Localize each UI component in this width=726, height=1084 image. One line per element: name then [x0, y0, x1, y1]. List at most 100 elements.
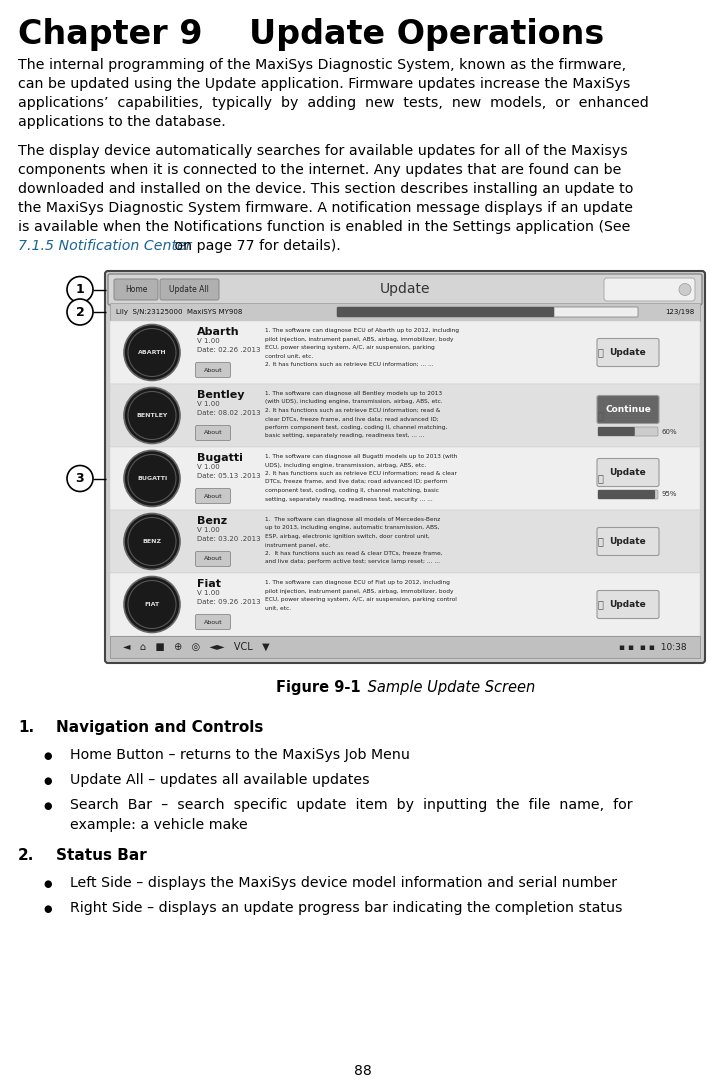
Text: 2.  It has functions such as read & clear DTCs, freeze frame,: 2. It has functions such as read & clear…: [265, 551, 443, 556]
FancyBboxPatch shape: [597, 459, 659, 487]
FancyBboxPatch shape: [110, 384, 700, 447]
FancyBboxPatch shape: [597, 528, 659, 555]
Text: About: About: [204, 619, 222, 624]
Text: ●: ●: [44, 801, 52, 811]
Text: Bugatti: Bugatti: [197, 453, 243, 463]
Circle shape: [124, 324, 180, 380]
FancyBboxPatch shape: [604, 278, 695, 301]
Text: ⓘ: ⓘ: [597, 599, 603, 609]
Text: applications to the database.: applications to the database.: [18, 115, 226, 129]
Text: 7.1.5 Notification Center: 7.1.5 Notification Center: [18, 238, 192, 253]
FancyBboxPatch shape: [597, 591, 659, 619]
Text: 1: 1: [76, 283, 84, 296]
Text: About: About: [204, 493, 222, 499]
Text: The internal programming of the MaxiSys Diagnostic System, known as the firmware: The internal programming of the MaxiSys …: [18, 59, 626, 72]
Text: ●: ●: [44, 751, 52, 761]
Text: Update: Update: [610, 537, 646, 546]
FancyBboxPatch shape: [105, 271, 705, 663]
Text: Search  Bar  –  search  specific  update  item  by  inputting  the  file  name, : Search Bar – search specific update item…: [70, 798, 632, 812]
Text: component test, coding, coding II, channel matching, basic: component test, coding, coding II, chann…: [265, 488, 439, 493]
Text: and live data; perform active test; service lamp reset; ... ...: and live data; perform active test; serv…: [265, 559, 440, 565]
Text: can be updated using the Update application. Firmware updates increase the MaxiS: can be updated using the Update applicat…: [18, 77, 630, 91]
FancyBboxPatch shape: [337, 307, 554, 317]
Text: Sample Update Screen: Sample Update Screen: [363, 680, 535, 695]
Text: 3: 3: [76, 472, 84, 485]
Text: downloaded and installed on the device. This section describes installing an upd: downloaded and installed on the device. …: [18, 182, 633, 196]
Text: pilot injection, instrument panel, ABS, airbag, immobilizer, body: pilot injection, instrument panel, ABS, …: [265, 589, 454, 594]
Text: Home Button – returns to the MaxiSys Job Menu: Home Button – returns to the MaxiSys Job…: [70, 748, 410, 762]
Circle shape: [67, 299, 93, 325]
FancyBboxPatch shape: [160, 279, 219, 300]
Text: Update All – updates all available updates: Update All – updates all available updat…: [70, 773, 370, 787]
Text: V 1.00: V 1.00: [197, 527, 220, 533]
Text: up to 2013, including engine, automatic transmission, ABS,: up to 2013, including engine, automatic …: [265, 526, 439, 530]
Text: V 1.00: V 1.00: [197, 338, 220, 344]
Text: the MaxiSys Diagnostic System firmware. A notification message displays if an up: the MaxiSys Diagnostic System firmware. …: [18, 201, 633, 215]
Text: on page 77 for details).: on page 77 for details).: [171, 238, 341, 253]
Circle shape: [67, 276, 93, 302]
Text: ABARTH: ABARTH: [138, 350, 166, 354]
Text: The display device automatically searches for available updates for all of the M: The display device automatically searche…: [18, 144, 628, 158]
FancyBboxPatch shape: [114, 279, 158, 300]
Text: ⓘ: ⓘ: [597, 474, 603, 483]
Text: Update All: Update All: [169, 285, 209, 294]
Text: 88: 88: [354, 1064, 372, 1077]
Text: About: About: [204, 430, 222, 436]
Text: 1.: 1.: [18, 720, 34, 735]
Circle shape: [67, 465, 93, 491]
Text: Figure 9-1: Figure 9-1: [277, 680, 361, 695]
Text: 1. The software can diagnose ECU of Fiat up to 2012, including: 1. The software can diagnose ECU of Fiat…: [265, 580, 450, 585]
Text: Continue: Continue: [605, 405, 651, 414]
Text: Right Side – displays an update progress bar indicating the completion status: Right Side – displays an update progress…: [70, 901, 622, 915]
Text: Benz: Benz: [197, 516, 227, 526]
Text: UDS), including engine, transmission, airbag, ABS, etc.: UDS), including engine, transmission, ai…: [265, 463, 426, 467]
Text: 2.: 2.: [18, 848, 34, 863]
Text: BUGATTI: BUGATTI: [137, 476, 167, 481]
Text: ▪ ▪  ▪ ▪  10:38: ▪ ▪ ▪ ▪ 10:38: [619, 643, 687, 651]
Text: 1.  The software can diagnose all models of Mercedes-Benz: 1. The software can diagnose all models …: [265, 517, 441, 522]
Text: Home: Home: [125, 285, 147, 294]
Text: Date: 09.26 .2013: Date: 09.26 .2013: [197, 599, 261, 605]
Text: ECU, power steering system, A/C, air suspension, parking control: ECU, power steering system, A/C, air sus…: [265, 597, 457, 602]
Text: 2: 2: [76, 306, 84, 319]
FancyBboxPatch shape: [110, 509, 700, 573]
Text: Navigation and Controls: Navigation and Controls: [56, 720, 264, 735]
Text: Date: 02.26 .2013: Date: 02.26 .2013: [197, 347, 261, 353]
Text: ●: ●: [44, 776, 52, 786]
FancyBboxPatch shape: [195, 489, 230, 503]
FancyBboxPatch shape: [598, 427, 658, 436]
FancyBboxPatch shape: [110, 636, 700, 658]
Text: unit, etc.: unit, etc.: [265, 606, 291, 610]
Circle shape: [679, 284, 691, 296]
Text: Update: Update: [610, 601, 646, 609]
Text: 95%: 95%: [662, 491, 677, 498]
FancyBboxPatch shape: [598, 490, 655, 499]
Text: pilot injection, instrument panel, ABS, airbag, immobilizer, body: pilot injection, instrument panel, ABS, …: [265, 336, 454, 341]
Text: Status Bar: Status Bar: [56, 848, 147, 863]
Text: example: a vehicle make: example: a vehicle make: [70, 818, 248, 833]
FancyBboxPatch shape: [195, 362, 230, 377]
FancyBboxPatch shape: [108, 274, 702, 305]
Circle shape: [124, 387, 180, 443]
FancyBboxPatch shape: [110, 573, 700, 636]
Text: FIAT: FIAT: [144, 602, 160, 607]
FancyBboxPatch shape: [110, 321, 700, 384]
Text: DTCs, freeze frame, and live data; road advanced ID; perform: DTCs, freeze frame, and live data; road …: [265, 479, 448, 485]
Text: Update: Update: [610, 348, 646, 357]
Text: ◄   ⌂   ■   ⊕   ◎   ◄►   VCL   ▼: ◄ ⌂ ■ ⊕ ◎ ◄► VCL ▼: [123, 642, 269, 651]
Text: ●: ●: [44, 904, 52, 914]
Text: V 1.00: V 1.00: [197, 401, 220, 406]
Text: 60%: 60%: [662, 428, 677, 435]
Text: applications’  capabilities,  typically  by  adding  new  tests,  new  models,  : applications’ capabilities, typically by…: [18, 96, 649, 109]
Text: ⓘ: ⓘ: [597, 411, 603, 421]
Text: ESP, airbag, electronic ignition switch, door control unit,: ESP, airbag, electronic ignition switch,…: [265, 534, 430, 539]
FancyBboxPatch shape: [337, 307, 638, 317]
Text: Fiat: Fiat: [197, 579, 221, 589]
Circle shape: [124, 577, 180, 632]
Text: V 1.00: V 1.00: [197, 590, 220, 596]
Text: Update: Update: [610, 468, 646, 477]
Text: About: About: [204, 556, 222, 562]
Text: Update: Update: [380, 283, 431, 297]
Text: 1. The software can diagnose all Bugatti models up to 2013 (with: 1. The software can diagnose all Bugatti…: [265, 454, 457, 459]
Text: Left Side – displays the MaxiSys device model information and serial number: Left Side – displays the MaxiSys device …: [70, 876, 617, 890]
